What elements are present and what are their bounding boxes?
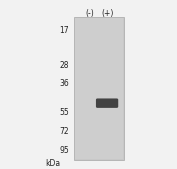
Text: 36: 36 — [59, 79, 69, 88]
Text: (+): (+) — [101, 9, 113, 18]
Text: 17: 17 — [59, 26, 69, 35]
Bar — [75, 18, 123, 159]
Text: (-): (-) — [85, 9, 94, 18]
Text: 95: 95 — [59, 147, 69, 155]
Bar — [74, 17, 124, 160]
Text: 55: 55 — [59, 108, 69, 117]
FancyBboxPatch shape — [96, 99, 118, 108]
Text: 72: 72 — [59, 127, 69, 136]
Text: 28: 28 — [59, 61, 69, 70]
Text: kDa: kDa — [45, 159, 61, 168]
